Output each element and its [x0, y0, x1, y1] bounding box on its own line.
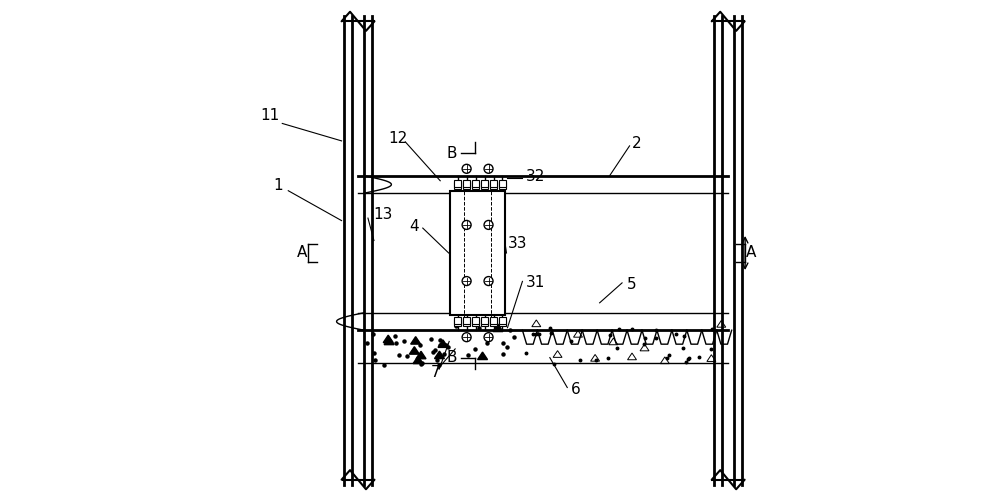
Bar: [463, 180, 470, 187]
Text: A: A: [297, 245, 307, 261]
Polygon shape: [434, 351, 444, 359]
Text: A: A: [746, 245, 756, 261]
Bar: [499, 317, 506, 324]
Bar: [472, 319, 479, 326]
Text: 11: 11: [260, 109, 279, 123]
Text: 33: 33: [508, 235, 527, 250]
Circle shape: [484, 220, 493, 229]
Text: 13: 13: [373, 206, 392, 221]
Text: 5: 5: [627, 277, 637, 292]
Bar: [454, 180, 461, 187]
Bar: [499, 180, 506, 187]
Text: 32: 32: [526, 169, 545, 184]
Bar: [481, 182, 488, 189]
Circle shape: [462, 277, 471, 286]
Bar: [450, 191, 505, 315]
Text: 7: 7: [430, 365, 440, 380]
Polygon shape: [413, 356, 423, 364]
Bar: [463, 182, 470, 189]
Circle shape: [462, 164, 471, 173]
Bar: [490, 182, 497, 189]
Polygon shape: [438, 340, 448, 347]
Circle shape: [484, 333, 493, 342]
Bar: [481, 319, 488, 326]
Text: B: B: [447, 350, 457, 365]
Text: 31: 31: [526, 276, 545, 291]
Text: B: B: [447, 146, 457, 161]
Text: 2: 2: [632, 136, 642, 151]
Bar: [490, 180, 497, 187]
Text: 6: 6: [571, 381, 580, 396]
Bar: [463, 317, 470, 324]
Bar: [472, 317, 479, 324]
Polygon shape: [409, 347, 419, 354]
Text: 4: 4: [409, 219, 419, 234]
Polygon shape: [416, 351, 426, 359]
Circle shape: [462, 220, 471, 229]
Polygon shape: [384, 337, 394, 345]
Text: 1: 1: [273, 178, 283, 193]
Bar: [481, 180, 488, 187]
Text: 12: 12: [388, 131, 407, 146]
Circle shape: [484, 277, 493, 286]
Circle shape: [484, 164, 493, 173]
Bar: [454, 319, 461, 326]
Bar: [472, 182, 479, 189]
Circle shape: [462, 333, 471, 342]
Bar: [454, 317, 461, 324]
Bar: [490, 317, 497, 324]
Bar: [463, 319, 470, 326]
Polygon shape: [411, 337, 421, 344]
Bar: [499, 182, 506, 189]
Bar: [499, 319, 506, 326]
Bar: [490, 319, 497, 326]
Polygon shape: [478, 352, 488, 360]
Polygon shape: [493, 324, 503, 332]
Bar: [472, 180, 479, 187]
Polygon shape: [383, 335, 393, 343]
Bar: [454, 182, 461, 189]
Bar: [481, 317, 488, 324]
